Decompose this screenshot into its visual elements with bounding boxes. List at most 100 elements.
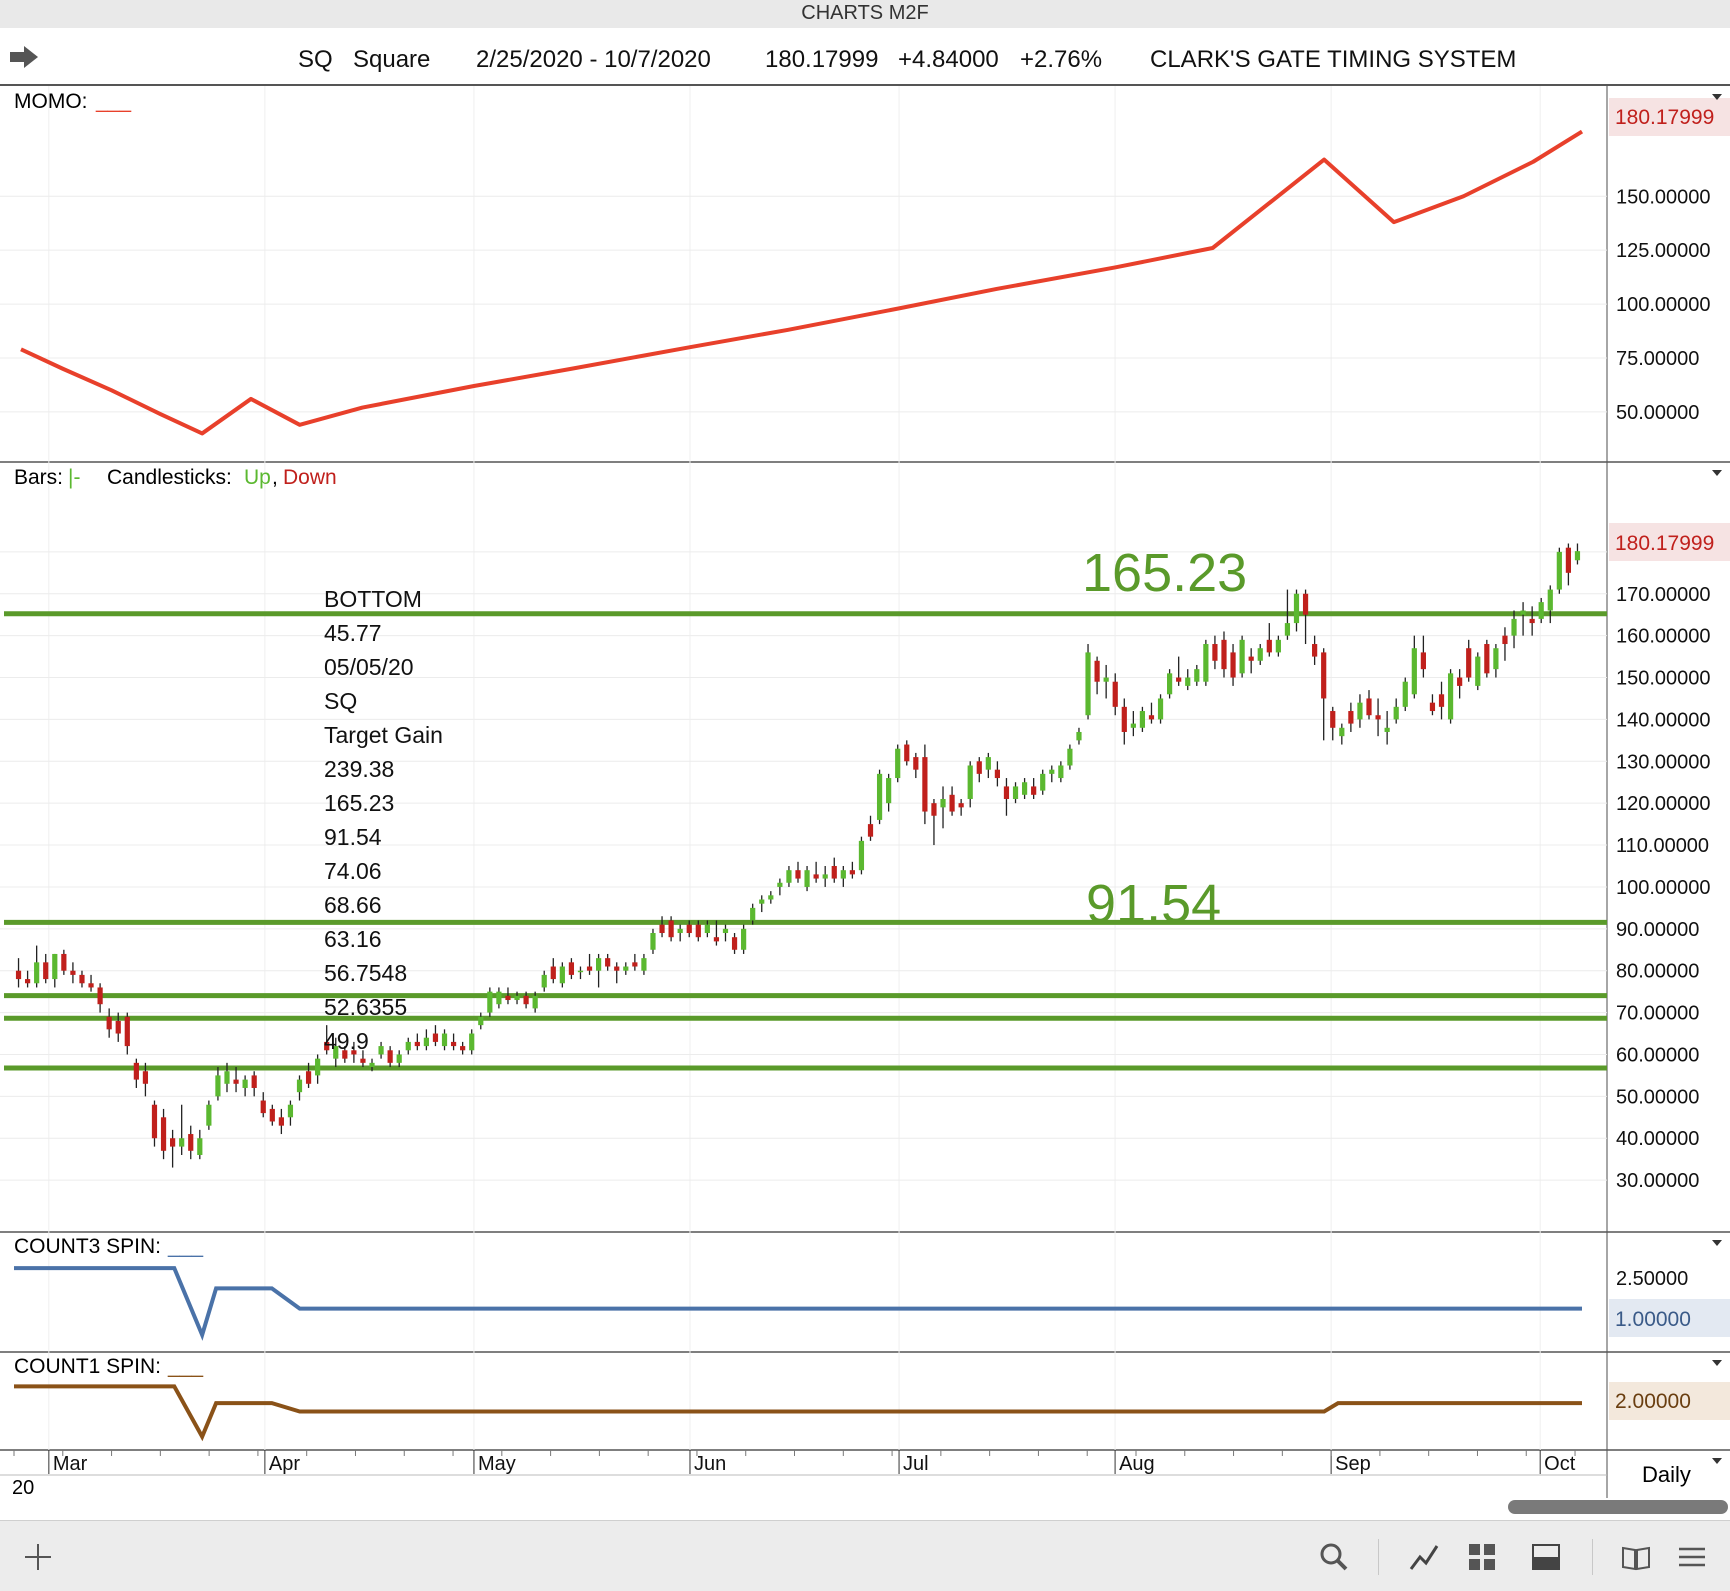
candlestick (1094, 660, 1100, 682)
candlestick (659, 924, 665, 934)
price-y-tick: 50.00000 (1616, 1086, 1699, 1108)
candlestick (858, 840, 865, 871)
count3-line (14, 1266, 1582, 1341)
candlestick (577, 970, 584, 973)
candlestick (233, 1079, 239, 1084)
chevron-down-icon[interactable] (1712, 1458, 1722, 1464)
candlestick (904, 744, 910, 762)
annotation-line: BOTTOM (324, 586, 422, 612)
candlestick (1457, 677, 1463, 686)
candlestick (768, 895, 774, 900)
candlestick (650, 933, 656, 950)
candlestick (1357, 702, 1363, 720)
candlestick (1511, 618, 1517, 636)
book-icon[interactable] (1620, 1541, 1652, 1573)
chevron-down-icon[interactable] (1712, 94, 1722, 100)
count3-value-box (1609, 1299, 1730, 1337)
count3-legend-swatch: ___ (167, 1235, 203, 1258)
symbol-name: Square (353, 46, 431, 73)
price-y-tick: 160.00000 (1616, 626, 1711, 648)
menu-icon[interactable] (1676, 1541, 1708, 1573)
candlestick (61, 953, 67, 971)
candlestick (487, 991, 493, 1013)
candlestick (1040, 773, 1046, 791)
candlestick (423, 1037, 429, 1047)
candlestick (206, 1104, 212, 1126)
count1-line (14, 1384, 1582, 1442)
candlestick (795, 870, 801, 879)
toolbar-divider (1378, 1539, 1379, 1575)
candlestick (324, 1041, 330, 1051)
candlestick (786, 870, 792, 883)
candlestick (931, 803, 937, 816)
candlestick (641, 958, 647, 971)
candlestick (79, 974, 85, 984)
chevron-down-icon[interactable] (1712, 1240, 1722, 1246)
legend-candles-label: Candlesticks: (107, 466, 232, 489)
plus-icon[interactable] (22, 1541, 54, 1573)
legend-comma: , (272, 466, 278, 489)
x-tick-label: Jul (903, 1453, 929, 1475)
candlestick (1293, 593, 1300, 624)
candlestick (822, 874, 828, 879)
candlestick (677, 928, 683, 934)
candlestick (1049, 769, 1055, 774)
candlestick (496, 991, 502, 1005)
grid-layout-icon[interactable] (1466, 1541, 1498, 1573)
candlestick (469, 1033, 475, 1051)
candlestick (1556, 551, 1562, 590)
price-y-tick: 170.00000 (1616, 584, 1711, 606)
candlestick (1212, 644, 1218, 661)
count1-title: COUNT1 SPIN: (14, 1355, 161, 1378)
count1-current-value: 2.00000 (1615, 1390, 1691, 1413)
candlestick (387, 1050, 393, 1063)
candlestick (296, 1079, 303, 1093)
candlestick (287, 1104, 294, 1118)
candlestick (333, 1046, 339, 1059)
chevron-down-icon[interactable] (1712, 1360, 1722, 1366)
candlestick (414, 1041, 420, 1047)
candlestick (876, 773, 883, 820)
price-current-value: 180.17999 (1615, 532, 1714, 555)
candlestick (523, 995, 529, 1005)
candlestick (1475, 656, 1481, 686)
annotation-line: 239.38 (324, 756, 394, 782)
momo-y-tick: 125.00000 (1616, 240, 1711, 262)
price-y-tick: 80.00000 (1616, 961, 1699, 983)
candlestick (1058, 765, 1064, 779)
candlestick (24, 979, 31, 984)
candlestick (568, 962, 575, 975)
interval-select[interactable]: Daily (1642, 1462, 1691, 1487)
momo-title: MOMO: (14, 90, 88, 113)
arrow-right-icon[interactable] (10, 44, 40, 75)
candlestick (315, 1058, 321, 1076)
x-tick-label: Sep (1335, 1453, 1371, 1475)
candlestick (106, 1016, 112, 1030)
momo-y-tick: 100.00000 (1616, 294, 1711, 316)
candlestick (88, 983, 94, 988)
candlestick (432, 1033, 439, 1042)
candlestick (1302, 593, 1309, 615)
candlestick (586, 966, 593, 971)
candlestick (1411, 648, 1417, 695)
momo-current-value: 180.17999 (1615, 106, 1714, 129)
candlestick (759, 899, 765, 904)
search-icon[interactable] (1318, 1541, 1350, 1573)
candlestick (251, 1075, 257, 1088)
candlestick (967, 765, 973, 799)
candlestick (722, 928, 729, 934)
draw-line-icon[interactable] (1408, 1541, 1440, 1573)
chevron-down-icon[interactable] (1712, 470, 1722, 476)
panel-icon[interactable] (1530, 1541, 1562, 1573)
price-y-tick: 60.00000 (1616, 1044, 1699, 1066)
candlestick (1185, 677, 1191, 686)
x-tick-label: Aug (1119, 1453, 1155, 1475)
candlestick (1574, 551, 1581, 561)
price-y-tick: 70.00000 (1616, 1003, 1699, 1025)
candlestick (1167, 673, 1173, 695)
horizontal-scrollbar[interactable] (1508, 1500, 1728, 1514)
candlestick (1565, 547, 1572, 573)
candlestick (831, 866, 837, 879)
annotation-line: SQ (324, 688, 357, 714)
candlestick (605, 958, 611, 967)
